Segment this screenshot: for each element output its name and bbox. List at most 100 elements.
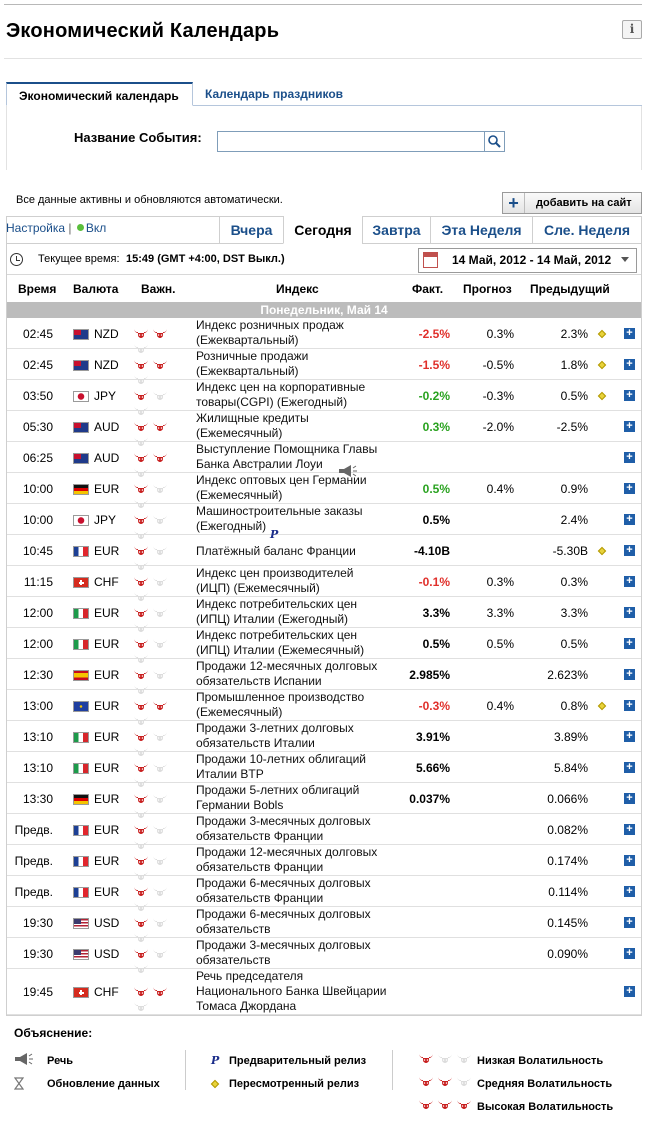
country-flag-icon [73, 329, 89, 340]
country-flag-icon [73, 763, 89, 774]
expand-icon[interactable]: + [624, 917, 635, 928]
expand-icon[interactable]: + [624, 390, 635, 401]
event-name[interactable]: Индекс розничных продаж (Ежеквартальный) [196, 318, 406, 348]
search-input[interactable] [217, 131, 485, 152]
table-row[interactable]: 13:10 EUR Продажи 3-летних долговых обязате… [7, 721, 641, 756]
expand-icon[interactable]: + [624, 731, 635, 742]
column-header-event: Индекс [276, 282, 319, 296]
event-name[interactable]: Индекс потребительских цен (ИПЦ) Италии (… [196, 628, 406, 658]
expand-icon[interactable]: + [624, 483, 635, 494]
event-name-line: Италии BTP [196, 767, 264, 781]
expand-icon[interactable]: + [624, 793, 635, 804]
table-row[interactable]: Предв. EUR Продажи 12-месячных долговых обя… [7, 845, 641, 880]
expand-icon[interactable]: + [624, 545, 635, 556]
table-row[interactable]: Предв. EUR Продажи 6-месячных долговых обяз… [7, 876, 641, 911]
tab-next-week[interactable]: Сле. Неделя [532, 216, 642, 244]
event-previous: 2.623% [547, 668, 588, 682]
expand-icon[interactable]: + [624, 514, 635, 525]
tab-holiday-calendar[interactable]: Календарь праздников [205, 87, 344, 101]
event-actual: 5.66% [415, 761, 450, 775]
tab-economic-calendar[interactable]: Экономический календарь [6, 82, 193, 106]
event-name[interactable]: Продажи 3-летних долговых обязательств Ит… [196, 721, 406, 751]
tab-this-week[interactable]: Эта Неделя [430, 216, 532, 244]
event-actual: -2.5% [418, 327, 450, 341]
table-row[interactable]: 10:00 EUR Индекс оптовых цен Германии (Ежем… [7, 473, 641, 508]
expand-icon[interactable]: + [624, 762, 635, 773]
event-name[interactable]: Индекс потребительских цен (ИПЦ) Италии (… [196, 597, 406, 627]
event-name[interactable]: Продажи 12-месячных долговых обязательств… [196, 659, 406, 689]
expand-icon[interactable]: + [624, 638, 635, 649]
event-name-line: Томаса Джордана [196, 999, 297, 1013]
settings-link[interactable]: Настройка [6, 221, 66, 235]
table-row[interactable]: 12:30 EUR Продажи 12-месячных долговых обяз… [7, 659, 641, 694]
event-name[interactable]: Продажи 5-летних облигаций Германии Bobls [196, 783, 406, 813]
expand-icon[interactable]: + [624, 886, 635, 897]
table-row[interactable]: 19:45 CHF Речь председателя Национального Б… [7, 969, 641, 1015]
tab-today[interactable]: Сегодня [283, 216, 362, 244]
event-name[interactable]: Промышленное производство (Ежемесячный) [196, 690, 406, 720]
tab-tomorrow[interactable]: Завтра [362, 216, 430, 244]
table-row[interactable]: 13:10 EUR Продажи 10-летних облигаций Итали… [7, 752, 641, 787]
event-name[interactable]: Продажи 3-месячных долговых обязательств … [196, 814, 406, 844]
expand-icon[interactable]: + [624, 700, 635, 711]
table-row[interactable]: 12:00 EUR Индекс потребительских цен (ИПЦ) … [7, 628, 641, 663]
add-to-site-button[interactable]: + добавить на сайт [502, 192, 642, 214]
expand-icon[interactable]: + [624, 855, 635, 866]
event-name[interactable]: Платёжный баланс Франции [196, 544, 406, 559]
expand-icon[interactable]: + [624, 669, 635, 680]
event-name[interactable]: Продажи 6-месячных долговых обязательств [196, 907, 406, 937]
event-name[interactable]: Индекс оптовых цен Германии (Ежемесячный) [196, 473, 406, 503]
event-name[interactable]: Продажи 6-месячных долговых обязательств … [196, 876, 406, 906]
event-name[interactable]: Продажи 10-летних облигаций Италии BTP [196, 752, 406, 782]
expand-icon[interactable]: + [624, 824, 635, 835]
expand-icon[interactable]: + [624, 421, 635, 432]
event-name[interactable]: Индекс цен производителей (ИЦП) (Ежемесяч… [196, 566, 406, 596]
table-row[interactable]: 12:00 EUR Индекс потребительских цен (ИПЦ) … [7, 597, 641, 632]
table-row[interactable]: 06:25 AUD Выступление Помощника Главы Банка… [7, 442, 641, 477]
table-row[interactable]: 10:00 JPY Машиностроительные заказы (Ежегод… [7, 504, 641, 541]
date-range-select[interactable] [418, 248, 637, 273]
table-row[interactable]: 19:30 USD Продажи 6-месячных долговых обяза… [7, 907, 641, 942]
chevron-down-icon[interactable] [621, 257, 629, 262]
event-name[interactable]: Розничные продажи (Ежеквартальный) [196, 349, 406, 379]
event-name[interactable]: Индекс цен на корпоративные товары(CGPI) … [196, 380, 406, 410]
table-row[interactable]: 02:45 NZD Индекс розничных продаж (Ежекварт… [7, 318, 641, 353]
expand-icon[interactable]: + [624, 359, 635, 370]
event-name-line: Продажи 3-месячных долговых [196, 938, 371, 952]
expand-icon[interactable]: + [624, 328, 635, 339]
event-name[interactable]: Речь председателя Национального Банка Шве… [196, 969, 406, 1014]
event-currency: EUR [94, 730, 120, 744]
expand-icon[interactable]: + [624, 607, 635, 618]
table-row[interactable]: Предв. EUR Продажи 3-месячных долговых обяз… [7, 814, 641, 849]
search-button[interactable] [484, 131, 505, 152]
expand-icon[interactable]: + [624, 576, 635, 587]
event-name[interactable]: Жилищные кредиты (Ежемесячный) [196, 411, 406, 441]
table-row[interactable]: 05:30 AUD Жилищные кредиты (Ежемесячный) 0.3… [7, 411, 641, 446]
event-name[interactable]: Продажи 3-месячных долговых обязательств [196, 938, 406, 968]
table-row[interactable]: 13:00 EUR Промышленное производство (Ежемес… [7, 690, 641, 725]
event-time: 19:30 [22, 916, 53, 930]
table-row[interactable]: 11:15 CHF Индекс цен производителей (ИЦП) (… [7, 566, 641, 601]
settings-state[interactable]: Вкл [85, 221, 107, 235]
event-currency: EUR [94, 699, 120, 713]
event-name-line: Жилищные кредиты [196, 411, 309, 425]
info-icon[interactable]: i [622, 20, 642, 39]
revised-diamond-icon [210, 1079, 220, 1089]
table-row[interactable]: 03:50 JPY Индекс цен на корпоративные товар… [7, 380, 641, 415]
tab-yesterday[interactable]: Вчера [219, 216, 283, 244]
event-name[interactable]: Выступление Помощника Главы Банка Австрал… [196, 442, 406, 472]
legend-data-update-label: Обновление данных [47, 1078, 160, 1090]
event-currency: JPY [94, 389, 117, 403]
table-row[interactable]: 13:30 EUR Продажи 5-летних облигаций Герман… [7, 783, 641, 818]
table-row[interactable]: 10:45 EUR Платёжный баланс Франции -4.10B -5… [7, 535, 641, 570]
expand-icon[interactable]: + [624, 452, 635, 463]
calendar-icon[interactable] [423, 252, 438, 268]
expand-icon[interactable]: + [624, 986, 635, 997]
page-title: Экономический Календарь [6, 20, 280, 42]
expand-icon[interactable]: + [624, 948, 635, 959]
event-name[interactable]: Продажи 12-месячных долговых обязательств… [196, 845, 406, 875]
event-name[interactable]: Машиностроительные заказы (Ежегодный) [196, 504, 406, 534]
table-row[interactable]: 19:30 USD Продажи 3-месячных долговых обяза… [7, 938, 641, 973]
table-row[interactable]: 02:45 NZD Розничные продажи (Ежеквартальный… [7, 349, 641, 384]
importance-bulls [133, 328, 189, 353]
